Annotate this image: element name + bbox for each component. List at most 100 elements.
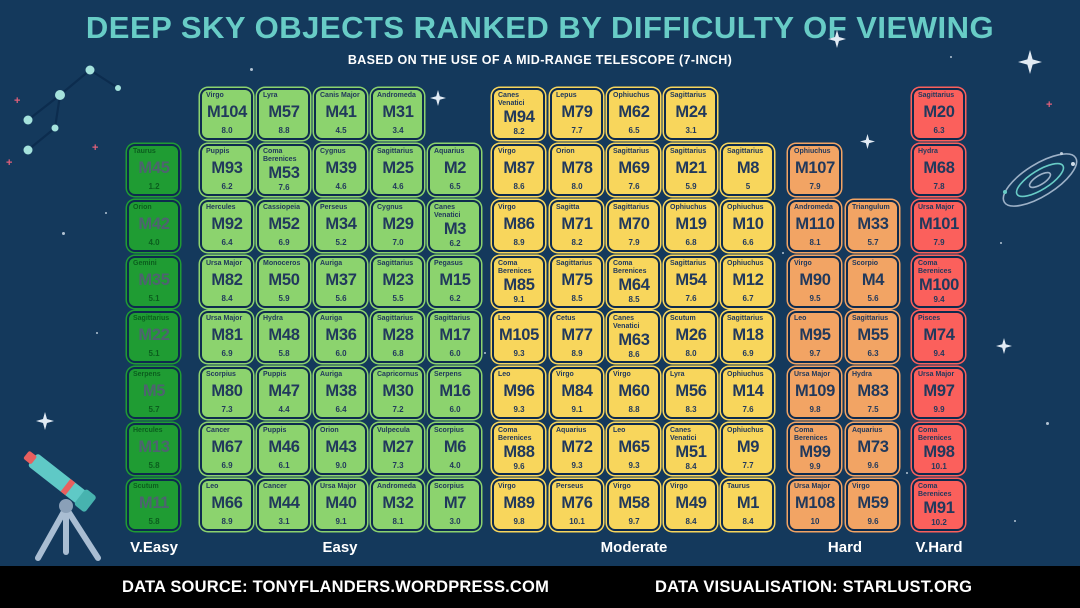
constellation-label: Virgo	[670, 483, 688, 490]
dso-cell-m1: Taurus M1 8.4	[721, 479, 774, 531]
constellation-label: Hercules	[206, 204, 236, 211]
magnitude-value: 9.6	[867, 461, 879, 470]
messier-number: M56	[675, 382, 707, 401]
messier-number: M73	[857, 438, 889, 457]
difficulty-label-moderate: Moderate	[600, 539, 668, 556]
magnitude-value: 6.6	[742, 238, 754, 247]
dso-cell-m51: Canes Venatici M51 8.4	[664, 423, 717, 475]
magnitude-value: 5.9	[685, 182, 697, 191]
dso-cell-m34: Perseus M34 5.2	[314, 200, 367, 252]
messier-number: M8	[736, 159, 760, 178]
constellation-label: Leo	[498, 371, 511, 378]
magnitude-value: 8.2	[513, 126, 525, 136]
magnitude-value: 9.4	[933, 349, 945, 358]
constellation-label: Ursa Major	[206, 315, 243, 322]
constellation-label: Sagittarius	[852, 315, 889, 322]
magnitude-value: 6.7	[742, 294, 754, 303]
background-star-dot	[782, 252, 784, 254]
magnitude-value: 7.7	[571, 126, 583, 135]
magnitude-value: 5.8	[148, 461, 160, 470]
star-plus-icon: +	[1046, 99, 1053, 111]
magnitude-value: 6.3	[933, 126, 945, 135]
magnitude-value: 4.5	[335, 126, 347, 135]
messier-number: M86	[503, 215, 535, 234]
dso-cell-m37: Auriga M37 5.6	[314, 256, 367, 308]
messier-number: M85	[503, 275, 535, 294]
dso-cell-m63: Canes Venatici M63 8.6	[607, 311, 660, 363]
constellation-label: Ursa Major	[794, 483, 831, 490]
messier-number: M24	[675, 103, 707, 122]
constellation-label: Ophiuchus	[727, 260, 764, 267]
messier-number: M58	[618, 494, 650, 513]
constellation-label: Hydra	[918, 148, 938, 155]
constellation-label: Perseus	[556, 483, 584, 490]
messier-number: M22	[138, 326, 170, 345]
magnitude-value: 8.1	[809, 238, 821, 247]
messier-number: M34	[325, 215, 357, 234]
dso-cell-m107: Ophiuchus M107 7.9	[788, 144, 841, 196]
magnitude-value: 9.6	[513, 461, 525, 471]
messier-number: M35	[138, 271, 170, 290]
dso-cell-m6: Scorpius M6 4.0	[428, 423, 481, 475]
constellation-label: Sagittarius	[727, 148, 764, 155]
magnitude-value: 7.9	[933, 238, 945, 247]
dso-cell-m60: Virgo M60 8.8	[607, 367, 660, 419]
constellation-label: Lyra	[263, 92, 278, 99]
messier-number: M44	[268, 494, 300, 513]
messier-number: M91	[923, 498, 955, 517]
messier-number: M27	[382, 438, 414, 457]
dso-cell-m13: Hercules M13 5.8	[127, 423, 180, 475]
dso-cell-m25: Sagittarius M25 4.6	[371, 144, 424, 196]
dso-cell-m74: Pisces M74 9.4	[912, 311, 965, 363]
dso-cell-m80: Scorpius M80 7.3	[200, 367, 253, 419]
magnitude-value: 6.9	[278, 238, 290, 247]
constellation-label: Coma Berenices	[498, 427, 532, 442]
magnitude-value: 9.9	[933, 405, 945, 414]
constellation-label: Leo	[794, 315, 807, 322]
magnitude-value: 9.0	[335, 461, 347, 470]
constellation-label: Cassiopeia	[263, 204, 300, 211]
magnitude-value: 7.0	[392, 238, 404, 247]
background-star-dot	[1000, 242, 1002, 244]
constellation-label: Ursa Major	[794, 371, 831, 378]
magnitude-value: 9.7	[628, 517, 640, 526]
dso-cell-m66: Leo M66 8.9	[200, 479, 253, 531]
messier-number: M39	[325, 159, 357, 178]
magnitude-value: 9.3	[513, 405, 525, 414]
dso-cell-m85: Coma Berenices M85 9.1	[492, 256, 545, 308]
dso-cell-m64: Coma Berenices M64 8.5	[607, 256, 660, 308]
constellation-label: Pegasus	[434, 260, 463, 267]
magnitude-value: 5.7	[867, 238, 879, 247]
constellation-label: Orion	[320, 427, 339, 434]
constellation-label: Coma Berenices	[498, 260, 532, 275]
dso-cell-m7: Scorpius M7 3.0	[428, 479, 481, 531]
constellation-label: Orion	[556, 148, 575, 155]
dso-cell-m82: Ursa Major M82 8.4	[200, 256, 253, 308]
constellation-label: Andromeda	[794, 204, 833, 211]
magnitude-value: 9.3	[571, 461, 583, 470]
constellation-label: Virgo	[498, 204, 516, 211]
dso-cell-m101: Ursa Major M101 7.9	[912, 200, 965, 252]
telescope-icon	[23, 451, 101, 561]
magnitude-value: 7.6	[628, 182, 640, 191]
dso-cell-m46: Puppis M46 6.1	[257, 423, 310, 475]
constellation-label: Virgo	[852, 483, 870, 490]
constellation-label: Virgo	[613, 483, 631, 490]
star-plus-icon: +	[14, 95, 21, 107]
galaxy-doodle	[1002, 153, 1078, 207]
messier-number: M64	[618, 275, 650, 294]
magnitude-value: 5	[745, 182, 751, 191]
messier-number: M49	[675, 494, 707, 513]
magnitude-value: 9.6	[867, 517, 879, 526]
constellation-label: Ophiuchus	[727, 204, 764, 211]
magnitude-value: 3.1	[278, 517, 290, 526]
dso-cell-m56: Lyra M56 8.3	[664, 367, 717, 419]
messier-number: M37	[325, 271, 357, 290]
dso-cell-m10: Ophiuchus M10 6.6	[721, 200, 774, 252]
messier-number: M76	[561, 494, 593, 513]
messier-number: M77	[561, 326, 593, 345]
dso-cell-m18: Sagittarius M18 6.9	[721, 311, 774, 363]
constellation-label: Ursa Major	[206, 260, 243, 267]
difficulty-label-easy: Easy	[322, 539, 358, 556]
messier-number: M95	[799, 326, 831, 345]
